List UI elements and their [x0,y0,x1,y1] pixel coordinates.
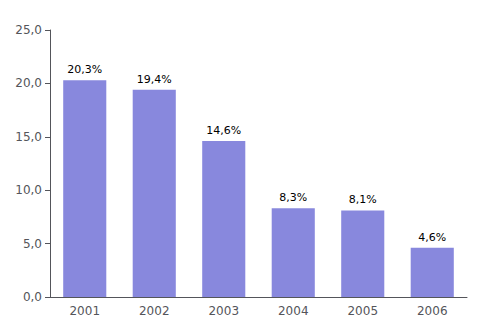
svg-text:14,6%: 14,6% [206,124,241,137]
svg-text:20,0: 20,0 [15,76,42,90]
svg-text:8,3%: 8,3% [279,191,307,204]
svg-text:5,0: 5,0 [23,237,42,251]
svg-text:4,6%: 4,6% [418,231,446,244]
svg-text:2004: 2004 [278,304,309,318]
svg-text:15,0: 15,0 [15,130,42,144]
svg-text:10,0: 10,0 [15,183,42,197]
svg-text:2005: 2005 [347,304,378,318]
svg-text:2001: 2001 [69,304,100,318]
svg-text:20,3%: 20,3% [67,63,102,76]
svg-text:25,0: 25,0 [15,23,42,37]
svg-text:2003: 2003 [208,304,239,318]
svg-text:2006: 2006 [417,304,448,318]
svg-text:0,0: 0,0 [23,290,42,304]
svg-text:19,4%: 19,4% [137,73,172,86]
svg-text:2002: 2002 [139,304,170,318]
svg-text:8,1%: 8,1% [349,193,377,206]
